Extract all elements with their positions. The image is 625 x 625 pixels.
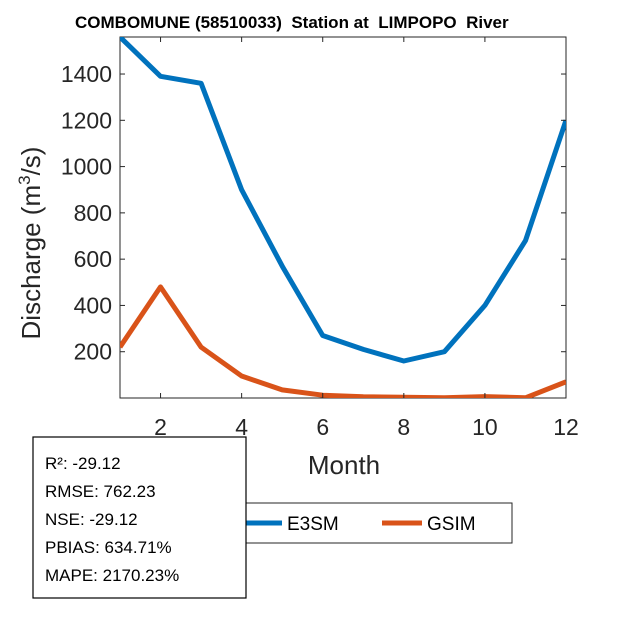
stats-box: R²: -29.12 RMSE: 762.23 NSE: -29.12 PBIAS: … <box>32 436 247 599</box>
x-tick-label: 12 <box>553 414 579 440</box>
legend-label-gsim: GSIM <box>427 514 476 535</box>
x-axis-label: Month <box>308 450 380 480</box>
series-line-gsim <box>120 284 566 398</box>
legend-label-e3sm: E3SM <box>287 514 339 535</box>
y-axis-label-main: Discharge (m <box>16 185 46 340</box>
stats-line: NSE: -29.12 <box>45 510 138 529</box>
series-line-e3sm <box>120 37 566 364</box>
x-tick-label: 10 <box>472 414 498 440</box>
stats-line: RMSE: 762.23 <box>45 482 156 501</box>
stats-box-frame <box>32 436 247 599</box>
stats-line: R²: -29.12 <box>45 454 121 473</box>
y-tick-label: 1400 <box>61 61 112 87</box>
y-tick-label: 200 <box>74 339 112 365</box>
y-axis-label-tail: /s) <box>16 147 46 176</box>
y-axis-label-superscript: 3 <box>15 175 34 184</box>
chart-title: COMBOMUNE (58510033) Station at LIMPOPO … <box>75 13 509 32</box>
y-tick-label: 1000 <box>61 154 112 180</box>
y-tick-label: 600 <box>74 246 112 272</box>
x-tick-label: 8 <box>397 414 410 440</box>
y-tick-label: 800 <box>74 200 112 226</box>
y-tick-label: 1200 <box>61 107 112 133</box>
legend: E3SM GSIM <box>229 502 513 544</box>
x-tick-label: 4 <box>235 414 248 440</box>
y-axis-label: Discharge (m3/s) <box>15 147 46 340</box>
stats-line: PBIAS: 634.71% <box>45 538 172 557</box>
axis-ticks: 2 4 6 8 10 12 200 400 600 800 1000 1200 1400 <box>61 37 579 440</box>
plot-area <box>119 36 567 399</box>
stats-line: MAPE: 2170.23% <box>45 566 179 585</box>
y-tick-label: 400 <box>74 292 112 318</box>
x-tick-label: 2 <box>154 414 167 440</box>
x-tick-label: 6 <box>316 414 329 440</box>
